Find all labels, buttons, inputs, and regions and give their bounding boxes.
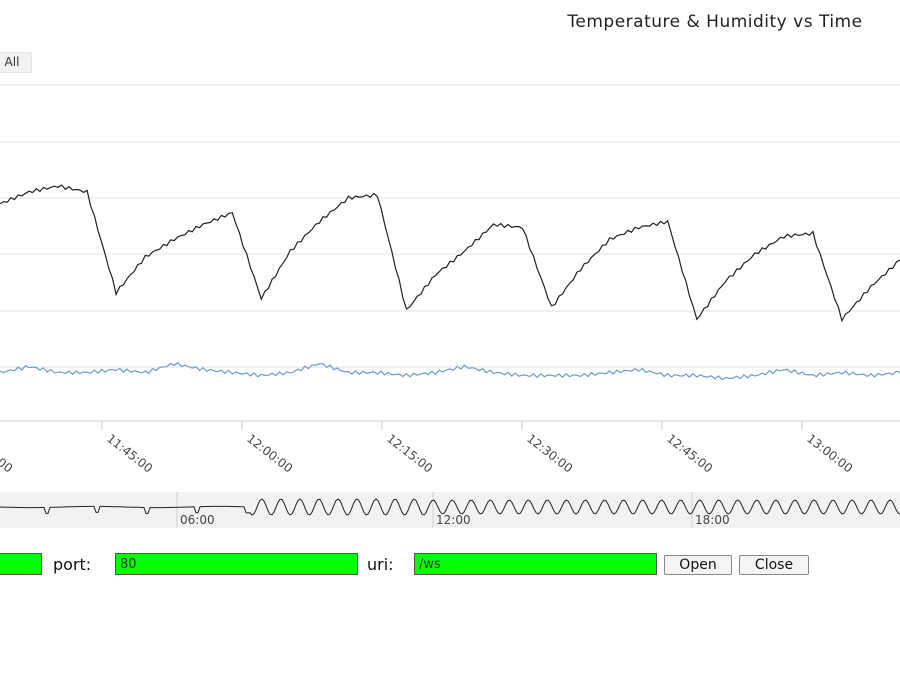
- x-tick-label: 13:00:00: [804, 431, 855, 475]
- temperature-humidity-chart: Temperature & Humidity vs Time 11:30:00 1…: [0, 12, 900, 528]
- open-button[interactable]: Open: [664, 555, 732, 575]
- temperature-series-line: [0, 184, 900, 323]
- navigator-ticks: 06:00 12:00 18:00: [176, 492, 730, 528]
- navigator-tick-label: 06:00: [180, 513, 215, 527]
- connection-controls: port: uri: Open Close: [0, 553, 900, 579]
- navigator-tick-label: 12:00: [436, 513, 471, 527]
- x-tick-label: 12:30:00: [524, 431, 575, 475]
- chart-title: Temperature & Humidity vs Time: [566, 12, 862, 32]
- x-axis-ticks: 11:30:00 11:45:00 12:00:00 12:15:00 12:30:00…: [0, 421, 855, 476]
- port-label: port:: [53, 555, 92, 574]
- navigator-background[interactable]: [0, 492, 900, 528]
- x-tick-label: 11:45:00: [104, 431, 155, 475]
- close-button[interactable]: Close: [739, 555, 809, 575]
- humidity-series-line: [0, 361, 900, 381]
- x-tick-label: 12:00:00: [244, 431, 295, 475]
- uri-input[interactable]: [414, 553, 657, 575]
- uri-label: uri:: [367, 555, 394, 574]
- series-layer: [0, 184, 900, 381]
- navigator-tick-label: 18:00: [695, 513, 730, 527]
- range-all-button[interactable]: All: [0, 52, 32, 73]
- port-input[interactable]: [115, 553, 358, 575]
- navigator-series-line: [0, 498, 900, 516]
- x-tick-label: 12:15:00: [384, 431, 435, 475]
- x-tick-label: 12:45:00: [664, 431, 715, 475]
- x-tick-label: 11:30:00: [0, 431, 15, 475]
- grid-lines: [0, 84, 900, 368]
- host-input[interactable]: [0, 553, 42, 575]
